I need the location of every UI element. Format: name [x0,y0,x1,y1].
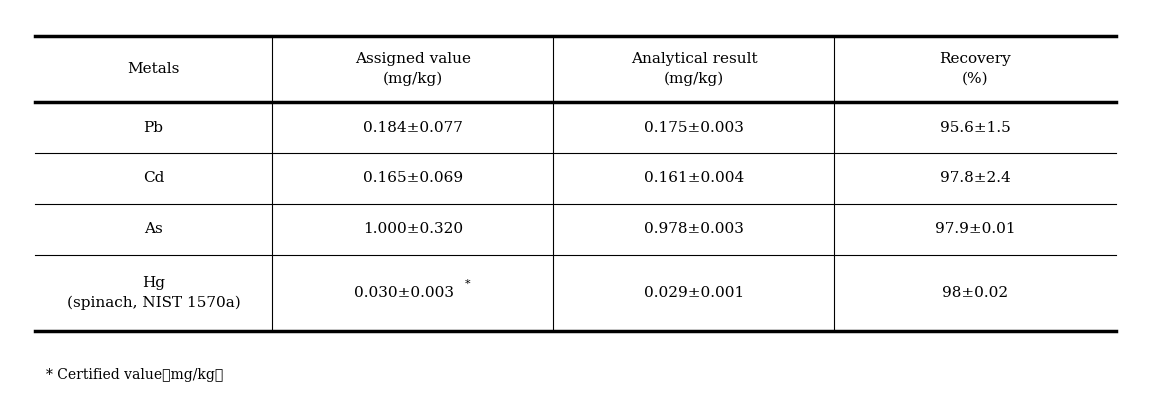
Text: As: As [144,222,163,236]
Text: 1.000±0.320: 1.000±0.320 [362,222,463,236]
Text: Metals: Metals [128,62,179,76]
Text: 98±0.02: 98±0.02 [942,286,1009,300]
Text: 0.029±0.001: 0.029±0.001 [644,286,744,300]
Text: 0.165±0.069: 0.165±0.069 [362,172,463,186]
Text: Pb: Pb [144,120,163,134]
Text: 0.978±0.003: 0.978±0.003 [644,222,744,236]
Text: 0.030±0.003: 0.030±0.003 [354,286,453,300]
Text: *: * [466,279,470,289]
Text: 0.184±0.077: 0.184±0.077 [363,120,462,134]
Text: Hg
(spinach, NIST 1570a): Hg (spinach, NIST 1570a) [67,276,240,310]
Text: 97.8±2.4: 97.8±2.4 [940,172,1011,186]
Text: 0.161±0.004: 0.161±0.004 [644,172,744,186]
Text: * Certified value（mg/kg）: * Certified value（mg/kg） [46,368,223,382]
Text: Analytical result
(mg/kg): Analytical result (mg/kg) [630,52,757,86]
Text: Assigned value
(mg/kg): Assigned value (mg/kg) [355,52,470,86]
Text: 95.6±1.5: 95.6±1.5 [940,120,1011,134]
Text: 97.9±0.01: 97.9±0.01 [935,222,1015,236]
Text: Recovery
(%): Recovery (%) [940,52,1011,86]
Text: 0.175±0.003: 0.175±0.003 [644,120,744,134]
Text: Cd: Cd [143,172,164,186]
